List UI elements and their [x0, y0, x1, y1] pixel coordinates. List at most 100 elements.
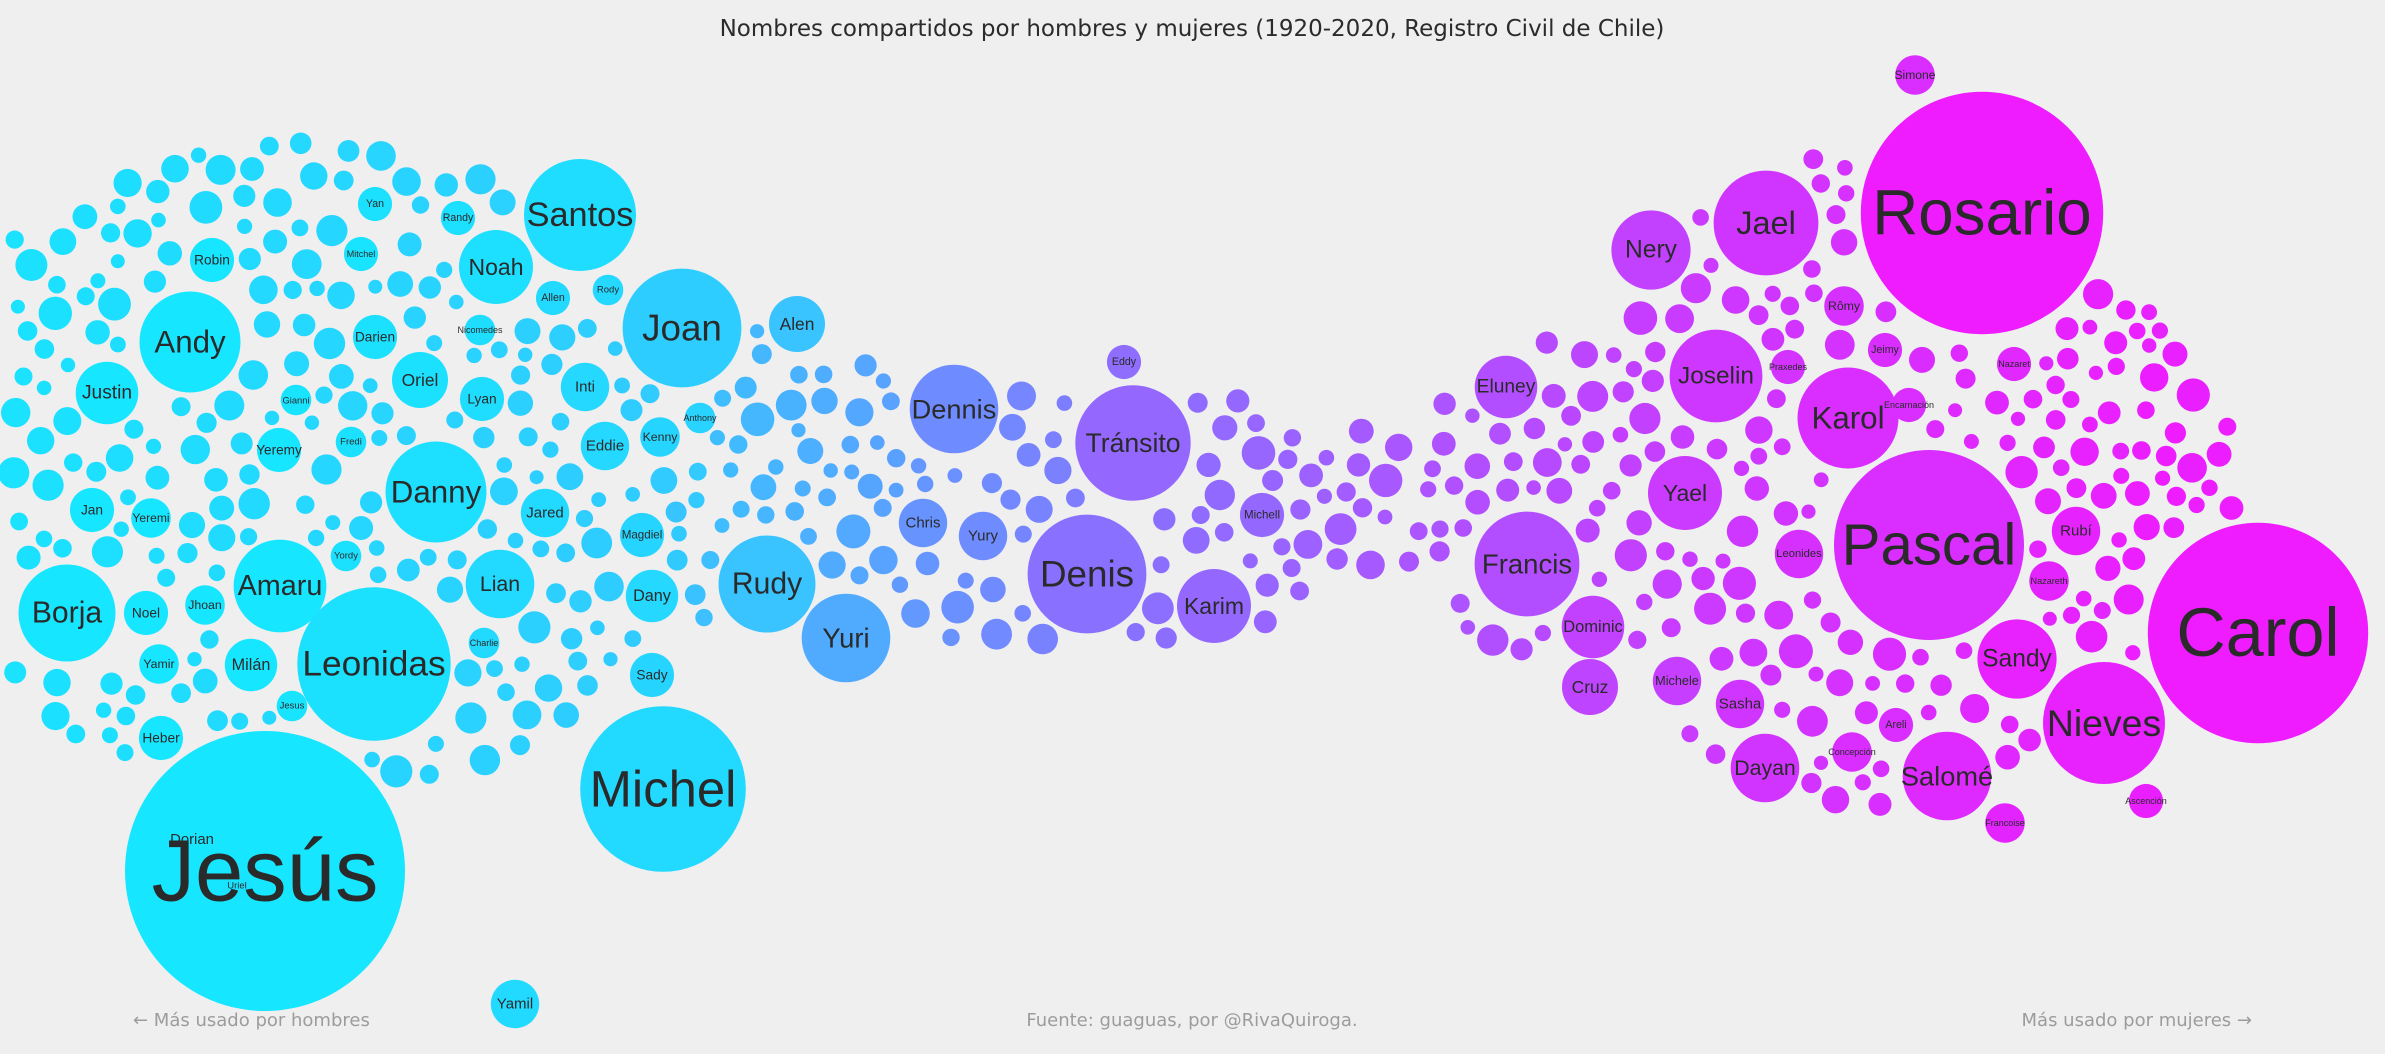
- filler-bubble: [1745, 416, 1773, 444]
- filler-bubble: [1399, 551, 1419, 572]
- bubble-cruz: [1562, 659, 1618, 715]
- bubble-rosario: [1860, 91, 2104, 335]
- bubble-nery: [1611, 210, 1691, 290]
- filler-bubble: [1429, 541, 1450, 562]
- left-axis-note: ← Más usado por hombres: [133, 1010, 370, 1031]
- filler-bubble: [1535, 331, 1558, 354]
- filler-bubble: [187, 652, 202, 667]
- filler-bubble: [1, 397, 31, 428]
- filler-bubble: [1204, 479, 1236, 511]
- filler-bubble: [2023, 389, 2043, 409]
- filler-bubble: [750, 324, 765, 339]
- filler-bubble: [1477, 624, 1509, 656]
- filler-bubble: [240, 528, 258, 546]
- bubble-chris: [898, 498, 948, 548]
- filler-bubble: [2075, 590, 2092, 607]
- filler-bubble: [263, 229, 288, 254]
- filler-bubble: [1960, 694, 1990, 723]
- filler-bubble: [1803, 149, 1824, 170]
- filler-bubble: [614, 377, 630, 394]
- filler-bubble: [1868, 792, 1892, 816]
- filler-bubble: [541, 353, 563, 375]
- bubble-label-jared: Jared: [526, 505, 564, 522]
- filler-bubble: [148, 547, 165, 564]
- filler-bubble: [396, 426, 416, 446]
- filler-bubble: [640, 384, 660, 404]
- filler-bubble: [800, 528, 817, 545]
- filler-bubble: [469, 744, 501, 776]
- bubble-karim: [1177, 569, 1251, 643]
- filler-bubble: [2163, 517, 2185, 538]
- bubble-label-dorian: Dorian: [170, 832, 214, 848]
- filler-bubble: [1764, 600, 1794, 630]
- filler-bubble: [419, 548, 437, 566]
- filler-bubble: [775, 389, 807, 421]
- filler-bubble: [15, 249, 48, 281]
- bubble-alen: [769, 296, 825, 352]
- filler-bubble: [823, 463, 838, 478]
- filler-bubble: [338, 391, 368, 421]
- filler-bubble: [2045, 410, 2066, 430]
- filler-bubble: [27, 427, 55, 455]
- filler-bubble: [473, 426, 495, 449]
- filler-bubble: [2104, 331, 2128, 355]
- filler-bubble: [427, 735, 444, 752]
- filler-bubble: [36, 380, 52, 396]
- filler-bubble: [90, 273, 106, 289]
- filler-bubble: [396, 558, 420, 582]
- filler-bubble: [1682, 551, 1698, 567]
- filler-bubble: [1614, 539, 1647, 572]
- filler-bubble: [1641, 369, 1664, 392]
- filler-bubble: [1726, 515, 1759, 547]
- filler-bubble: [1571, 454, 1591, 474]
- filler-bubble: [740, 402, 775, 437]
- bubble-label-nieves: Nieves: [2047, 702, 2161, 744]
- filler-bubble: [1733, 460, 1750, 476]
- bubble-label-andy: Andy: [154, 325, 226, 360]
- bubble-label-jan: Jan: [81, 503, 103, 518]
- bubble-label-denis: Denis: [1040, 554, 1134, 595]
- filler-bubble: [2201, 479, 2218, 496]
- filler-bubble: [811, 387, 838, 415]
- bubble-justin: [75, 361, 139, 425]
- filler-bubble: [1056, 395, 1073, 411]
- bubble-label-oriel: Oriel: [402, 370, 439, 390]
- filler-bubble: [125, 685, 146, 705]
- bubble-label-rubi: Rubí: [2060, 523, 2093, 540]
- bubble-jesus: [276, 690, 308, 722]
- filler-bubble: [857, 473, 883, 499]
- filler-bubble: [1644, 441, 1666, 462]
- filler-bubble: [2052, 459, 2070, 477]
- filler-bubble: [1628, 630, 1647, 650]
- filler-bubble: [17, 321, 38, 341]
- filler-bubble: [854, 354, 877, 377]
- filler-bubble: [1424, 460, 1441, 478]
- filler-bubble: [1541, 383, 1566, 408]
- filler-bubble: [489, 189, 516, 216]
- filler-bubble: [518, 427, 538, 447]
- filler-bubble: [449, 294, 464, 310]
- bubble-oriel: [392, 352, 448, 408]
- filler-bubble: [684, 584, 706, 605]
- filler-bubble: [1142, 592, 1174, 625]
- filler-bubble: [1575, 518, 1600, 543]
- bubble-label-sasha: Sasha: [1719, 696, 1762, 713]
- filler-bubble: [151, 212, 166, 228]
- bubble-dayan: [1730, 733, 1800, 803]
- bubble-encarnacion: [1891, 387, 1927, 423]
- filler-bubble: [2164, 422, 2186, 444]
- bubble-rudy: [718, 535, 816, 633]
- bubble-label-charlie: Charlie: [470, 638, 499, 648]
- filler-bubble: [371, 402, 394, 425]
- bubble-label-alen: Alen: [780, 314, 815, 334]
- filler-bubble: [1636, 593, 1653, 611]
- filler-bubble: [1299, 463, 1323, 488]
- bubble-nicomedes: [464, 314, 496, 346]
- filler-bubble: [1739, 638, 1768, 667]
- bubble-jael: [1713, 170, 1819, 276]
- filler-bubble: [701, 551, 720, 569]
- filler-bubble: [529, 470, 544, 485]
- filler-bubble: [888, 482, 904, 498]
- bubble-label-robin: Robin: [194, 253, 230, 268]
- filler-bubble: [577, 675, 598, 696]
